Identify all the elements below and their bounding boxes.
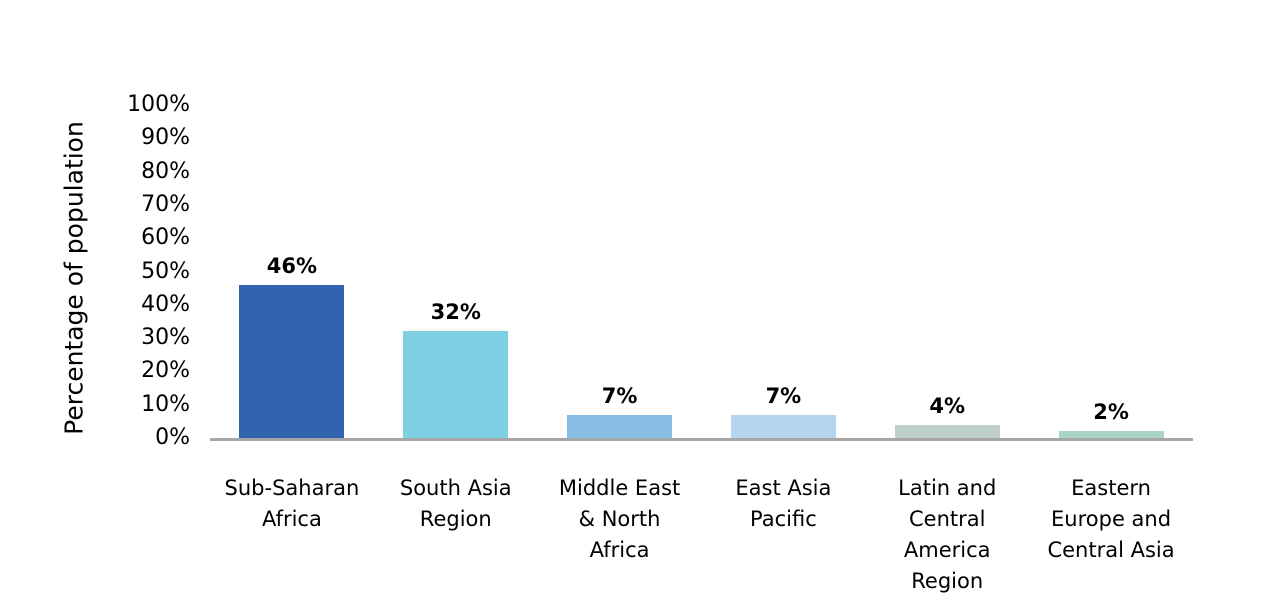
category-label: Middle East & North Africa <box>558 476 681 562</box>
bar-column: 2% <box>1029 105 1193 438</box>
x-axis-category-labels: Sub-Saharan Africa South Asia Region Middl… <box>210 473 1193 597</box>
y-axis-ticks: 100% 90% 80% 70% 60% 50% 40% 30% 20% 10% 0% <box>80 92 190 450</box>
y-tick-label: 80% <box>141 158 190 184</box>
category-label: Latin and Central America Region <box>898 476 997 593</box>
y-tick-label: 40% <box>141 291 190 317</box>
bar-value-label: 2% <box>1093 400 1129 425</box>
bar-column: 7% <box>538 105 702 438</box>
y-tick-label: 100% <box>127 92 190 117</box>
bar-value-label: 46% <box>266 253 318 278</box>
bar-value-label: 7% <box>601 383 638 408</box>
category-label: South Asia Region <box>399 476 512 531</box>
bar <box>894 424 1000 438</box>
y-tick-label: 90% <box>141 125 190 151</box>
bar <box>403 331 509 438</box>
bar-value-label: 32% <box>430 300 481 325</box>
bar-column: 7% <box>701 105 865 438</box>
bar-value-label: 4% <box>929 393 966 418</box>
bar <box>239 284 345 438</box>
y-tick-label: 30% <box>141 325 190 351</box>
bar-value-label: 7% <box>765 383 802 408</box>
y-tick-label: 10% <box>141 391 190 417</box>
plot-area: 46% 32% 7% 7% 4% 2% <box>210 105 1193 438</box>
y-tick-label: 50% <box>141 258 190 284</box>
y-tick-label: 0% <box>155 425 190 450</box>
bar <box>730 414 836 438</box>
bar <box>1058 431 1164 438</box>
bar-column: 32% <box>374 105 538 438</box>
category-label: East Asia Pacific <box>735 476 832 531</box>
y-tick-label: 20% <box>141 358 190 384</box>
bar <box>567 414 673 438</box>
x-axis-line <box>210 438 1193 441</box>
bar-column: 4% <box>865 105 1029 438</box>
category-label: Eastern Europe and Central Asia <box>1047 476 1175 562</box>
category-label: Sub-Saharan Africa <box>224 476 360 531</box>
y-tick-label: 60% <box>141 225 190 251</box>
bar-column: 46% <box>210 105 374 438</box>
y-tick-label: 70% <box>141 191 190 217</box>
